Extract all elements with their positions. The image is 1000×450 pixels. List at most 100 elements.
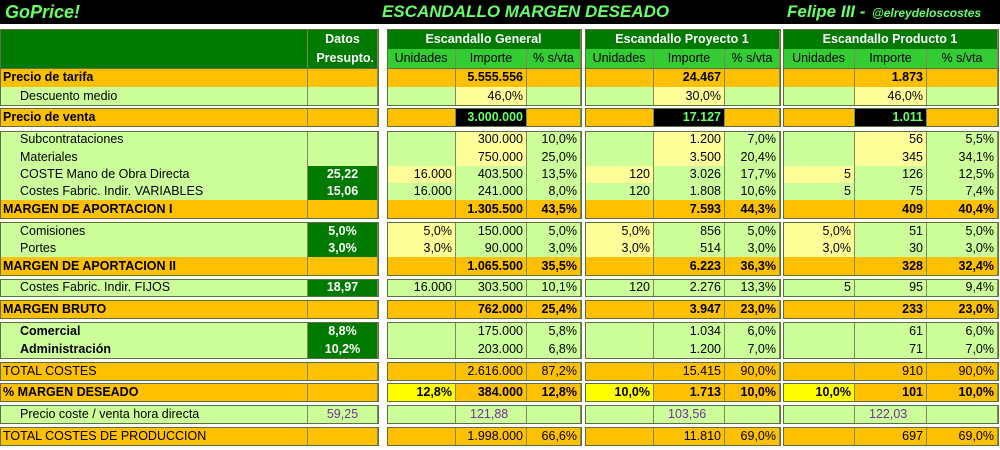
pct-cell[interactable]: 5,0% [527,222,581,240]
datos-presupto-value[interactable]: 5,0% [308,222,378,240]
importe-cell[interactable]: 1.873 [855,68,927,87]
unidades-cell[interactable] [387,131,456,148]
unidades-cell[interactable] [783,148,855,166]
unidades-cell[interactable] [585,322,654,340]
unidades-cell[interactable] [783,427,855,445]
pct-cell[interactable]: 10,1% [527,279,581,296]
importe-cell[interactable]: 2.616.000 [456,362,527,380]
pct-cell[interactable] [927,87,998,105]
pct-cell[interactable]: 90,0% [725,362,780,380]
unidades-cell[interactable] [387,108,456,126]
unidades-cell[interactable] [783,200,855,218]
importe-cell[interactable]: 56 [855,131,927,148]
pct-cell[interactable]: 10,0% [927,383,998,401]
unidades-cell[interactable]: 5 [783,279,855,296]
importe-cell[interactable]: 514 [654,240,725,257]
unidades-cell[interactable]: 5,0% [783,222,855,240]
importe-cell[interactable]: 403.500 [456,166,527,183]
pct-cell[interactable]: 7,0% [725,131,780,148]
importe-cell[interactable]: 3.500 [654,148,725,166]
importe-cell[interactable]: 30,0% [654,87,725,105]
importe-cell[interactable]: 750.000 [456,148,527,166]
unidades-cell[interactable]: 10,0% [783,383,855,401]
importe-cell[interactable]: 1.808 [654,183,725,200]
importe-cell[interactable]: 762.000 [456,300,527,318]
pct-cell[interactable]: 20,4% [725,148,780,166]
importe-cell[interactable]: 203.000 [456,340,527,358]
unidades-cell[interactable]: 120 [585,279,654,296]
importe-cell[interactable]: 101 [855,383,927,401]
unidades-cell[interactable] [387,87,456,105]
unidades-cell[interactable] [387,362,456,380]
datos-presupto-value[interactable]: 59,25 [308,405,378,423]
pct-cell[interactable] [527,405,581,423]
importe-cell[interactable]: 17.127 [654,108,725,126]
unidades-cell[interactable]: 120 [585,183,654,200]
importe-cell[interactable]: 15.415 [654,362,725,380]
pct-cell[interactable]: 8,0% [527,183,581,200]
importe-cell[interactable]: 11.810 [654,427,725,445]
importe-cell[interactable]: 1.065.500 [456,257,527,275]
pct-cell[interactable]: 69,0% [927,427,998,445]
pct-cell[interactable]: 7,0% [927,340,998,358]
pct-cell[interactable]: 34,1% [927,148,998,166]
unidades-cell[interactable] [585,405,654,423]
importe-cell[interactable]: 2.276 [654,279,725,296]
importe-cell[interactable]: 697 [855,427,927,445]
pct-cell[interactable] [927,405,998,423]
pct-cell[interactable]: 12,5% [927,166,998,183]
importe-cell[interactable]: 300.000 [456,131,527,148]
importe-cell[interactable]: 5.555.556 [456,68,527,87]
pct-cell[interactable]: 69,0% [725,427,780,445]
unidades-cell[interactable]: 16.000 [387,166,456,183]
pct-cell[interactable] [527,108,581,126]
pct-cell[interactable] [527,68,581,87]
unidades-cell[interactable] [387,148,456,166]
importe-cell[interactable]: 1.305.500 [456,200,527,218]
pct-cell[interactable]: 9,4% [927,279,998,296]
unidades-cell[interactable] [387,200,456,218]
pct-cell[interactable]: 43,5% [527,200,581,218]
unidades-cell[interactable] [585,362,654,380]
unidades-cell[interactable]: 10,0% [585,383,654,401]
pct-cell[interactable]: 13,3% [725,279,780,296]
pct-cell[interactable]: 25,4% [527,300,581,318]
pct-cell[interactable]: 36,3% [725,257,780,275]
pct-cell[interactable]: 6,0% [725,322,780,340]
importe-cell[interactable]: 3.026 [654,166,725,183]
importe-cell[interactable]: 75 [855,183,927,200]
unidades-cell[interactable]: 120 [585,166,654,183]
pct-cell[interactable]: 44,3% [725,200,780,218]
pct-cell[interactable]: 35,5% [527,257,581,275]
importe-cell[interactable]: 1.998.000 [456,427,527,445]
pct-cell[interactable]: 6,8% [527,340,581,358]
unidades-cell[interactable] [783,362,855,380]
pct-cell[interactable]: 32,4% [927,257,998,275]
pct-cell[interactable]: 90,0% [927,362,998,380]
datos-presupto-value[interactable]: 15,06 [308,183,378,200]
pct-cell[interactable]: 25,0% [527,148,581,166]
importe-cell[interactable]: 121,88 [456,405,527,423]
unidades-cell[interactable] [783,300,855,318]
importe-cell[interactable]: 175.000 [456,322,527,340]
unidades-cell[interactable] [783,405,855,423]
datos-presupto-value[interactable]: 3,0% [308,240,378,257]
pct-cell[interactable]: 40,4% [927,200,998,218]
importe-cell[interactable]: 46,0% [456,87,527,105]
pct-cell[interactable]: 3,0% [725,240,780,257]
unidades-cell[interactable]: 12,8% [387,383,456,401]
unidades-cell[interactable] [585,340,654,358]
unidades-cell[interactable] [783,68,855,87]
importe-cell[interactable]: 30 [855,240,927,257]
unidades-cell[interactable] [783,131,855,148]
pct-cell[interactable]: 12,8% [527,383,581,401]
pct-cell[interactable]: 10,6% [725,183,780,200]
unidades-cell[interactable]: 3,0% [387,240,456,257]
importe-cell[interactable]: 61 [855,322,927,340]
importe-cell[interactable]: 126 [855,166,927,183]
unidades-cell[interactable] [387,300,456,318]
importe-cell[interactable]: 1.011 [855,108,927,126]
unidades-cell[interactable] [387,68,456,87]
importe-cell[interactable]: 71 [855,340,927,358]
unidades-cell[interactable]: 16.000 [387,279,456,296]
